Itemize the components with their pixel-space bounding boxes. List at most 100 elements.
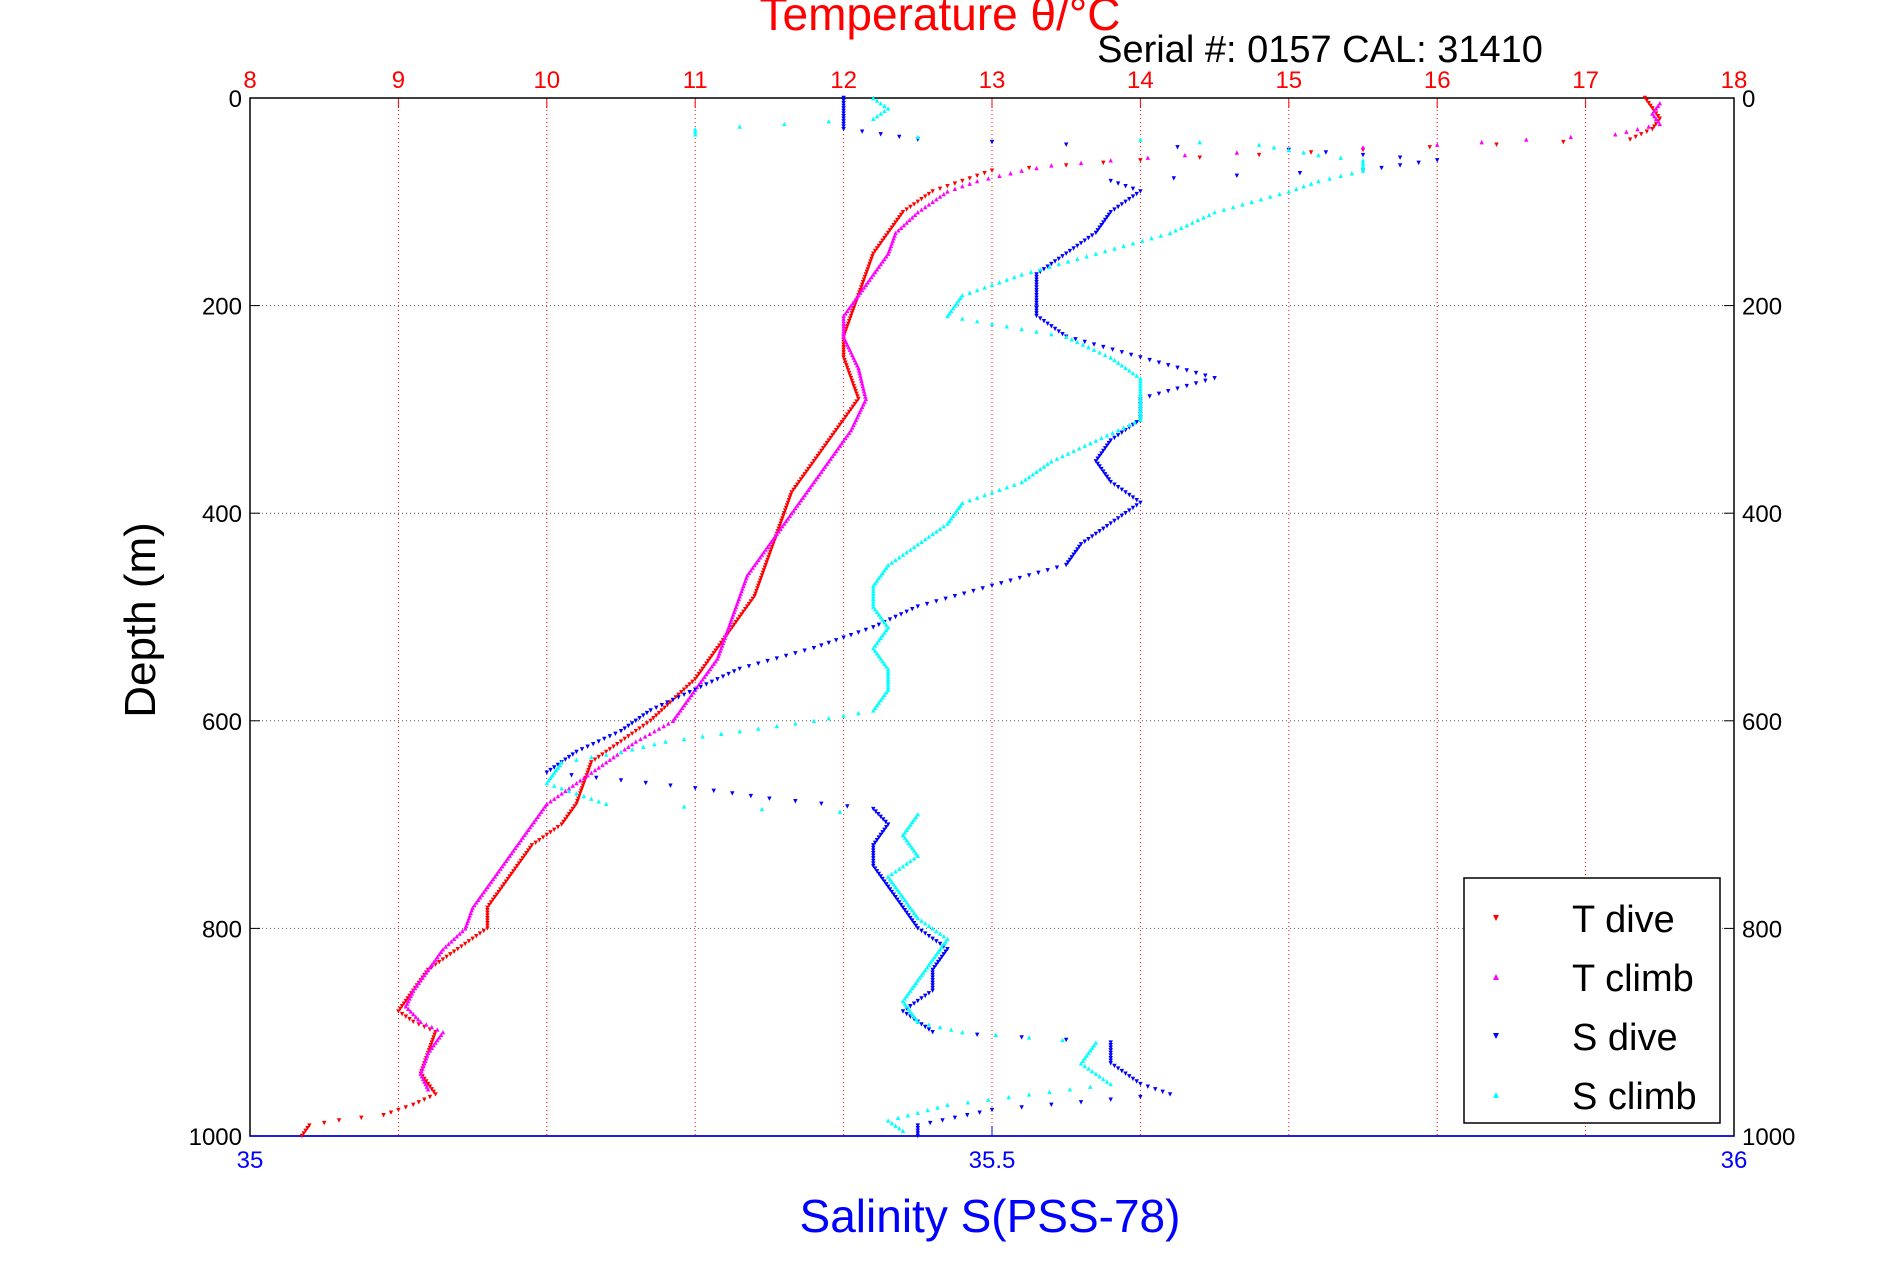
interp-point bbox=[1271, 145, 1277, 150]
interp-point bbox=[1045, 321, 1050, 326]
interp-point bbox=[531, 819, 537, 825]
data-point bbox=[930, 1030, 935, 1035]
interp-point bbox=[1123, 184, 1128, 189]
data-point bbox=[1064, 142, 1069, 147]
interp-point bbox=[878, 656, 883, 661]
interp-point bbox=[1030, 472, 1036, 477]
interp-point bbox=[588, 762, 593, 768]
interp-point bbox=[846, 430, 852, 435]
interp-point bbox=[1028, 269, 1034, 275]
interp-point bbox=[911, 921, 917, 926]
interp-point bbox=[1138, 386, 1143, 391]
data-point bbox=[1034, 313, 1039, 319]
interp-point bbox=[911, 910, 917, 916]
interp-point bbox=[1071, 246, 1076, 251]
data-point bbox=[900, 1009, 906, 1014]
left-tick-label: 600 bbox=[202, 709, 242, 736]
series-s-climb bbox=[544, 95, 1366, 1134]
interp-point bbox=[575, 799, 580, 804]
interp-point bbox=[487, 902, 492, 908]
interp-point bbox=[874, 703, 880, 708]
interp-point bbox=[600, 752, 605, 757]
interp-point bbox=[485, 910, 490, 916]
interp-point bbox=[904, 993, 909, 999]
interp-point bbox=[1108, 1058, 1113, 1063]
interp-point bbox=[997, 487, 1002, 493]
data-point bbox=[589, 760, 594, 765]
interp-point bbox=[997, 173, 1002, 179]
data-point bbox=[1167, 230, 1173, 236]
interp-point bbox=[1652, 113, 1657, 119]
interp-point bbox=[1102, 352, 1108, 358]
data-point bbox=[841, 95, 846, 101]
interp-point bbox=[577, 778, 583, 783]
interp-point bbox=[919, 197, 924, 202]
interp-point bbox=[305, 1126, 310, 1131]
interp-point bbox=[915, 1126, 920, 1131]
interp-point bbox=[1093, 531, 1099, 537]
interp-point bbox=[1115, 427, 1121, 433]
interp-point bbox=[705, 669, 711, 674]
interp-point bbox=[880, 817, 886, 822]
interp-point bbox=[926, 1027, 932, 1032]
interp-point bbox=[670, 697, 676, 703]
interp-point bbox=[511, 848, 516, 853]
interp-point bbox=[843, 360, 848, 365]
data-point bbox=[1138, 500, 1143, 506]
data-point bbox=[915, 1019, 920, 1025]
data-point bbox=[1627, 137, 1633, 142]
data-point bbox=[1138, 189, 1143, 194]
data-point bbox=[1657, 116, 1662, 121]
interp-point bbox=[872, 866, 878, 871]
interp-point bbox=[1099, 222, 1104, 228]
interp-point bbox=[552, 770, 557, 775]
interp-point bbox=[872, 840, 878, 845]
data-point bbox=[945, 189, 950, 194]
interp-point bbox=[659, 703, 665, 708]
interp-point bbox=[841, 331, 846, 337]
interp-point bbox=[1127, 422, 1132, 428]
interp-point bbox=[826, 119, 831, 124]
interp-point bbox=[1091, 342, 1097, 347]
interp-point bbox=[783, 653, 789, 659]
interp-point bbox=[687, 682, 692, 687]
data-point bbox=[930, 967, 935, 973]
interp-point bbox=[553, 767, 559, 773]
interp-point bbox=[930, 926, 935, 931]
top-tick-label: 13 bbox=[979, 67, 1006, 94]
data-point bbox=[618, 749, 624, 755]
interp-point bbox=[943, 949, 948, 954]
data-point bbox=[796, 479, 802, 485]
interp-point bbox=[950, 513, 956, 518]
interp-point bbox=[1067, 557, 1073, 563]
interp-point bbox=[662, 705, 667, 711]
interp-point bbox=[570, 806, 575, 812]
interp-point bbox=[880, 695, 885, 700]
interp-point bbox=[835, 425, 841, 430]
top-tick-label: 18 bbox=[1721, 67, 1748, 94]
interp-point bbox=[788, 492, 793, 498]
interp-point bbox=[954, 300, 959, 306]
interp-point bbox=[871, 591, 876, 596]
interp-point bbox=[1112, 357, 1117, 363]
interp-point bbox=[1646, 124, 1651, 129]
interp-point bbox=[1084, 254, 1089, 259]
interp-point bbox=[910, 845, 915, 851]
interp-point bbox=[1082, 238, 1087, 243]
interp-point bbox=[607, 757, 613, 762]
interp-point bbox=[1175, 365, 1180, 371]
interp-point bbox=[715, 645, 720, 651]
interp-point bbox=[871, 601, 876, 607]
interp-point bbox=[813, 456, 818, 461]
interp-point bbox=[876, 835, 882, 840]
interp-point bbox=[1034, 295, 1039, 301]
interp-point bbox=[555, 824, 561, 830]
interp-point bbox=[1297, 171, 1303, 176]
interp-point bbox=[693, 129, 698, 134]
interp-point bbox=[1019, 326, 1024, 332]
interp-point bbox=[1019, 1105, 1024, 1110]
interp-point bbox=[864, 269, 869, 275]
interp-point bbox=[449, 939, 454, 944]
data-point bbox=[856, 396, 861, 402]
interp-point bbox=[783, 518, 789, 524]
